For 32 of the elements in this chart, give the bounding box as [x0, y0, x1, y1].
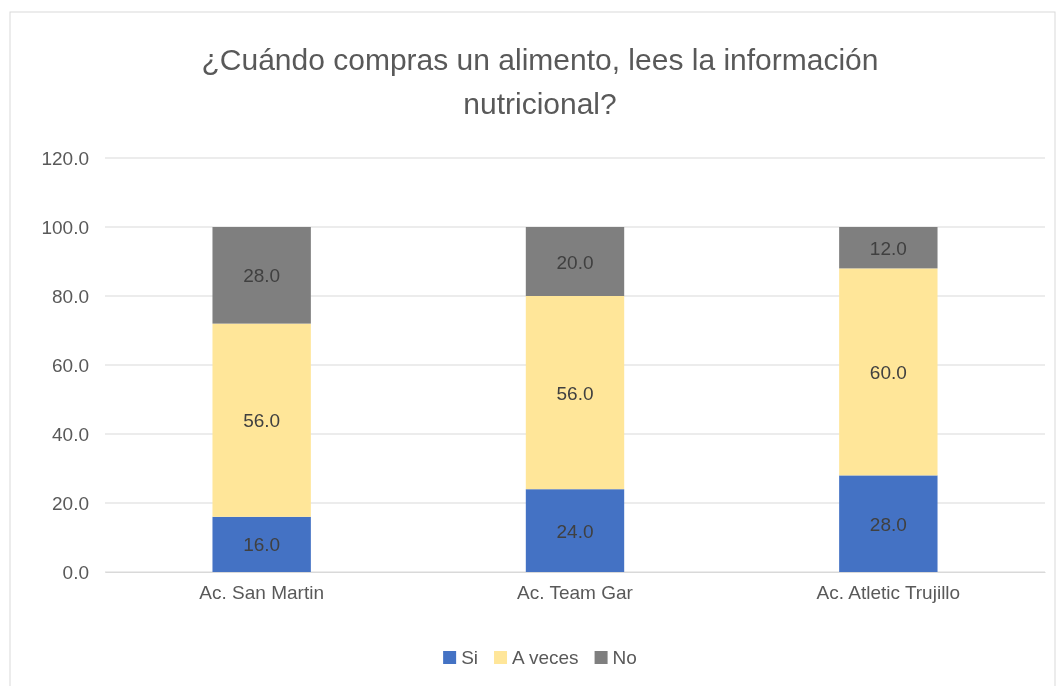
data-label: 60.0: [869, 361, 907, 383]
bar: [212, 227, 311, 324]
bar: [525, 296, 625, 490]
legend-label: No: [612, 647, 637, 668]
x-tick-label: Ac. Team Gar: [517, 582, 634, 604]
data-label: 56.0: [243, 410, 281, 432]
data-label: 56.0: [556, 382, 594, 404]
x-tick-label: Ac. San Martin: [199, 582, 324, 604]
data-label: 28.0: [243, 265, 281, 287]
chart-title: ¿Cuándo compras un alimento, lees la información nutricional?: [201, 43, 879, 120]
y-tick-label: 120.0: [41, 147, 89, 169]
legend-label: Si: [461, 647, 479, 668]
bar: [525, 227, 625, 296]
y-tick-label: 80.0: [52, 285, 89, 307]
bar: [525, 489, 625, 572]
data-label: 28.0: [869, 513, 907, 535]
y-tick-label: 20.0: [52, 492, 89, 514]
legend-label: A veces: [512, 647, 579, 668]
bar: [839, 268, 938, 476]
y-tick-label: 100.0: [41, 216, 89, 238]
data-label: 16.0: [243, 534, 281, 556]
data-label: 20.0: [556, 251, 594, 273]
y-tick-label: 40.0: [52, 423, 89, 445]
x-tick-label: Ac. Atletic Trujillo: [816, 582, 961, 604]
y-tick-label: 60.0: [52, 354, 89, 376]
data-label: 24.0: [556, 520, 594, 542]
bar: [839, 227, 938, 269]
bar: [839, 475, 938, 572]
bar: [212, 323, 311, 517]
y-tick-label: 0.0: [62, 561, 89, 583]
data-label: 12.0: [869, 237, 907, 259]
bar: [212, 516, 311, 572]
